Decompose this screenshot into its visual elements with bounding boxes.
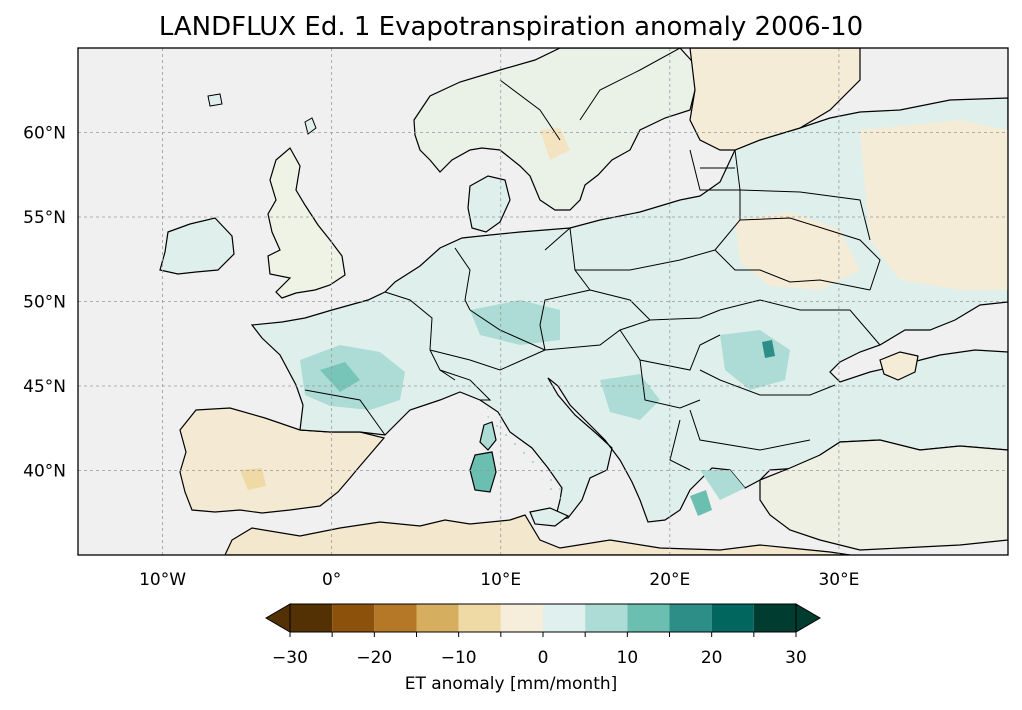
colorbar-segment xyxy=(753,604,796,632)
colorbar-segment xyxy=(374,604,417,632)
land-anatolia xyxy=(759,439,1008,551)
colorbar-tick-label: 30 xyxy=(785,648,807,668)
land-sicily xyxy=(529,507,570,527)
colorbar-extend-low-arrow xyxy=(265,603,291,633)
land-finland xyxy=(689,48,861,151)
land-shetland xyxy=(304,117,317,135)
colorbar-tick-label: −10 xyxy=(441,648,477,668)
x-tick-label: 10°W xyxy=(139,570,186,590)
colorbar-tick-label: 10 xyxy=(617,648,639,668)
y-tick-label: 55°N xyxy=(23,208,66,228)
land-layer xyxy=(159,48,1008,555)
land-great-britain xyxy=(267,147,346,299)
map-panel: 10°W 0° 10°E 20°E 30°E 60°N 55°N 50°N 45°N 40°N xyxy=(23,47,1009,590)
colorbar-segment xyxy=(458,604,501,632)
colorbar-tick-label: −30 xyxy=(272,648,308,668)
land-denmark xyxy=(467,175,511,233)
land-faroe xyxy=(207,93,223,107)
colorbar-extend-high-arrow xyxy=(795,603,821,633)
map-title: LANDFLUX Ed. 1 Evapotranspiration anomal… xyxy=(158,12,864,42)
colorbar-tick-label: −20 xyxy=(356,648,392,668)
colorbar-label: ET anomaly [mm/month] xyxy=(404,674,618,694)
colorbar-segment xyxy=(669,604,712,632)
x-tick-label: 20°E xyxy=(649,570,690,590)
x-tick-label: 0° xyxy=(322,570,341,590)
land-corsica xyxy=(479,421,497,451)
x-tick-label: 10°E xyxy=(480,570,521,590)
land-italy-tint xyxy=(480,400,562,500)
colorbar-segment xyxy=(416,604,459,632)
land-sardinia xyxy=(469,451,497,493)
colorbar-segment xyxy=(500,604,543,632)
map-frame xyxy=(77,47,1009,556)
colorbar: −30 −20 −10 0 10 20 30 xyxy=(265,603,821,668)
gridlines xyxy=(78,48,1008,555)
colorbar-tick-label: 0 xyxy=(538,648,549,668)
land-ireland xyxy=(159,217,235,275)
colorbar-segment xyxy=(543,604,586,632)
colorbar-segment xyxy=(290,604,333,632)
colorbar-segment xyxy=(332,604,375,632)
colorbar-segment xyxy=(585,604,628,632)
y-axis-ticks: 60°N 55°N 50°N 45°N 40°N xyxy=(23,124,66,482)
land-africa xyxy=(224,514,851,555)
x-tick-label: 30°E xyxy=(818,570,859,590)
colorbar-tick-label: 20 xyxy=(701,648,723,668)
x-axis-ticks: 10°W 0° 10°E 20°E 30°E xyxy=(139,570,859,590)
colorbar-segment xyxy=(711,604,754,632)
y-tick-label: 60°N xyxy=(23,124,66,144)
y-tick-label: 50°N xyxy=(23,293,66,313)
y-tick-label: 40°N xyxy=(23,462,66,482)
country-borders xyxy=(304,48,881,471)
colorbar-segment xyxy=(627,604,670,632)
land-crimea xyxy=(879,351,919,381)
y-tick-label: 45°N xyxy=(23,377,66,397)
